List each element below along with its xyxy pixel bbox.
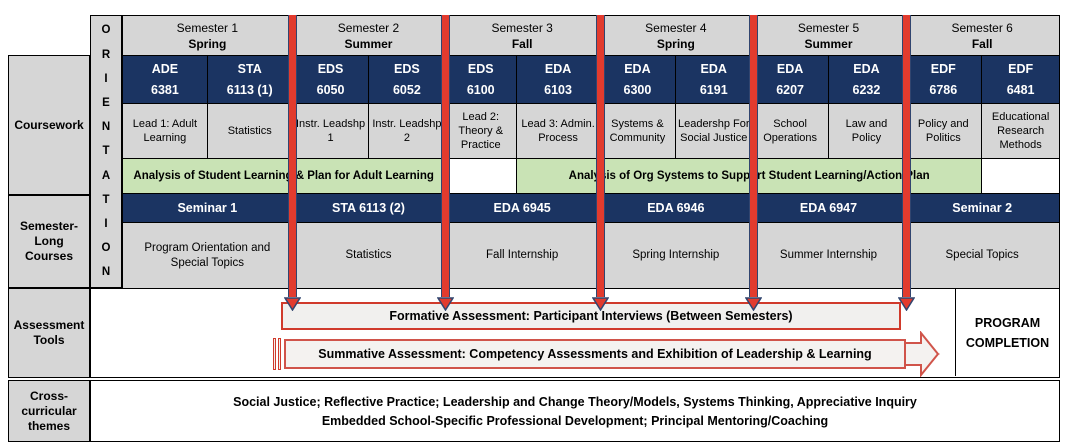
arrow-down-icon: [591, 297, 609, 311]
timeline-arrow: [744, 15, 762, 311]
course-title-cell: Instr. Leadshp 2: [369, 104, 446, 159]
course-title-cell: Lead 3: Admin. Process: [517, 104, 600, 159]
row-label-cross-curricular-themes: Cross-curricular themes: [8, 380, 90, 442]
course-title-cell: Systems & Community: [599, 104, 676, 159]
course-code-cell: EDS 6050: [292, 56, 370, 104]
course-code-cell: EDF 6786: [905, 56, 983, 104]
semester-header: Semester 6 Fall: [905, 16, 1059, 56]
formative-assessment-box: Formative Assessment: Participant Interv…: [281, 302, 901, 330]
analysis-gap-cell: [982, 159, 1059, 194]
timeline-arrow: [283, 15, 301, 311]
semester-header: Semester 5 Summer: [752, 16, 906, 56]
seminar-title-cell: Program Orientation and Special Topics: [123, 223, 293, 288]
course-title-cell: Lead 2: Theory & Practice: [445, 104, 518, 159]
course-code-cell: STA 6113 (1): [207, 56, 293, 104]
course-title-cell: Lead 1: Adult Learning: [123, 104, 208, 159]
arrow-down-icon: [897, 297, 915, 311]
course-code-cell: ADE 6381: [123, 56, 208, 104]
timeline-arrow: [591, 15, 609, 311]
semester-header: Semester 2 Summer: [292, 16, 446, 56]
seminar-header-cell: Seminar 2: [905, 194, 1059, 223]
semester-header: Semester 4 Spring: [599, 16, 753, 56]
course-code-cell: EDF 6481: [982, 56, 1060, 104]
seminar-title-cell: Summer Internship: [752, 223, 906, 288]
course-code-cell: EDA 6207: [752, 56, 829, 104]
course-code-cell: EDA 6232: [828, 56, 906, 104]
course-title-cell: Law and Policy: [828, 104, 906, 159]
semester-header: Semester 1 Spring: [123, 16, 293, 56]
arrow-right-icon: [904, 331, 940, 377]
course-code-cell: EDS 6052: [369, 56, 446, 104]
seminar-title-cell: Special Topics: [905, 223, 1059, 288]
course-title-cell: School Operations: [752, 104, 829, 159]
course-code-cell: EDA 6300: [599, 56, 676, 104]
seminar-header-cell: STA 6113 (2): [292, 194, 446, 223]
timeline-arrow: [897, 15, 915, 311]
course-title-cell: Instr. Leadshp 1: [292, 104, 370, 159]
seminar-header-cell: Seminar 1: [123, 194, 293, 223]
program-completion-box: PROGRAM COMPLETION: [955, 289, 1059, 376]
analysis-bar-1: Analysis of Student Learning & Plan for …: [123, 159, 446, 194]
course-title-cell: Statistics: [207, 104, 293, 159]
seminar-header-cell: EDA 6945: [445, 194, 600, 223]
course-code-cell: EDA 6191: [675, 56, 753, 104]
row-label-coursework: Coursework: [8, 55, 90, 195]
course-title-cell: Educational Research Methods: [982, 104, 1060, 159]
cross-curricular-themes-panel: Social Justice; Reflective Practice; Lea…: [90, 380, 1060, 442]
seminar-header-cell: EDA 6946: [599, 194, 753, 223]
semester-header: Semester 3 Fall: [445, 16, 600, 56]
course-code-cell: EDS 6100: [445, 56, 518, 104]
course-code-cell: EDA 6103: [517, 56, 600, 104]
arrow-tail-bar: [278, 338, 281, 370]
themes-line-2: Embedded School-Specific Professional De…: [321, 413, 829, 428]
seminar-header-row: Seminar 1 STA 6113 (2) EDA 6945 EDA 6946…: [123, 194, 1059, 223]
arrow-down-icon: [283, 297, 301, 311]
arrow-down-icon: [436, 297, 454, 311]
seminar-content-row: Program Orientation and Special Topics S…: [123, 223, 1059, 288]
arrow-tail-bar: [273, 338, 276, 370]
course-title-cell: Policy and Politics: [905, 104, 983, 159]
course-code-row: ADE 6381 STA 6113 (1) EDS 6050 EDS 6052 EDS 6…: [123, 56, 1060, 104]
course-title-cell: Leadershp For Social Justice: [675, 104, 753, 159]
seminar-title-cell: Fall Internship: [445, 223, 600, 288]
semester-header-row: Semester 1 Spring Semester 2 Summer Semest…: [123, 16, 1059, 56]
row-label-semester-long-courses: Semester-Long Courses: [8, 195, 90, 288]
seminar-title-cell: Spring Internship: [599, 223, 753, 288]
seminar-title-cell: Statistics: [292, 223, 446, 288]
assessment-tools-panel: Formative Assessment: Participant Interv…: [90, 288, 1060, 378]
timeline-arrow: [436, 15, 454, 311]
course-title-row: Lead 1: Adult Learning Statistics Instr.…: [123, 104, 1060, 159]
orientation-column: O R I E N T A T I O N: [90, 15, 122, 288]
row-label-assessment-tools: Assessment Tools: [8, 288, 90, 378]
analysis-gap-cell: [445, 159, 518, 194]
seminar-header-cell: EDA 6947: [752, 194, 906, 223]
themes-line-1: Social Justice; Reflective Practice; Lea…: [233, 394, 917, 409]
arrow-down-icon: [744, 297, 762, 311]
